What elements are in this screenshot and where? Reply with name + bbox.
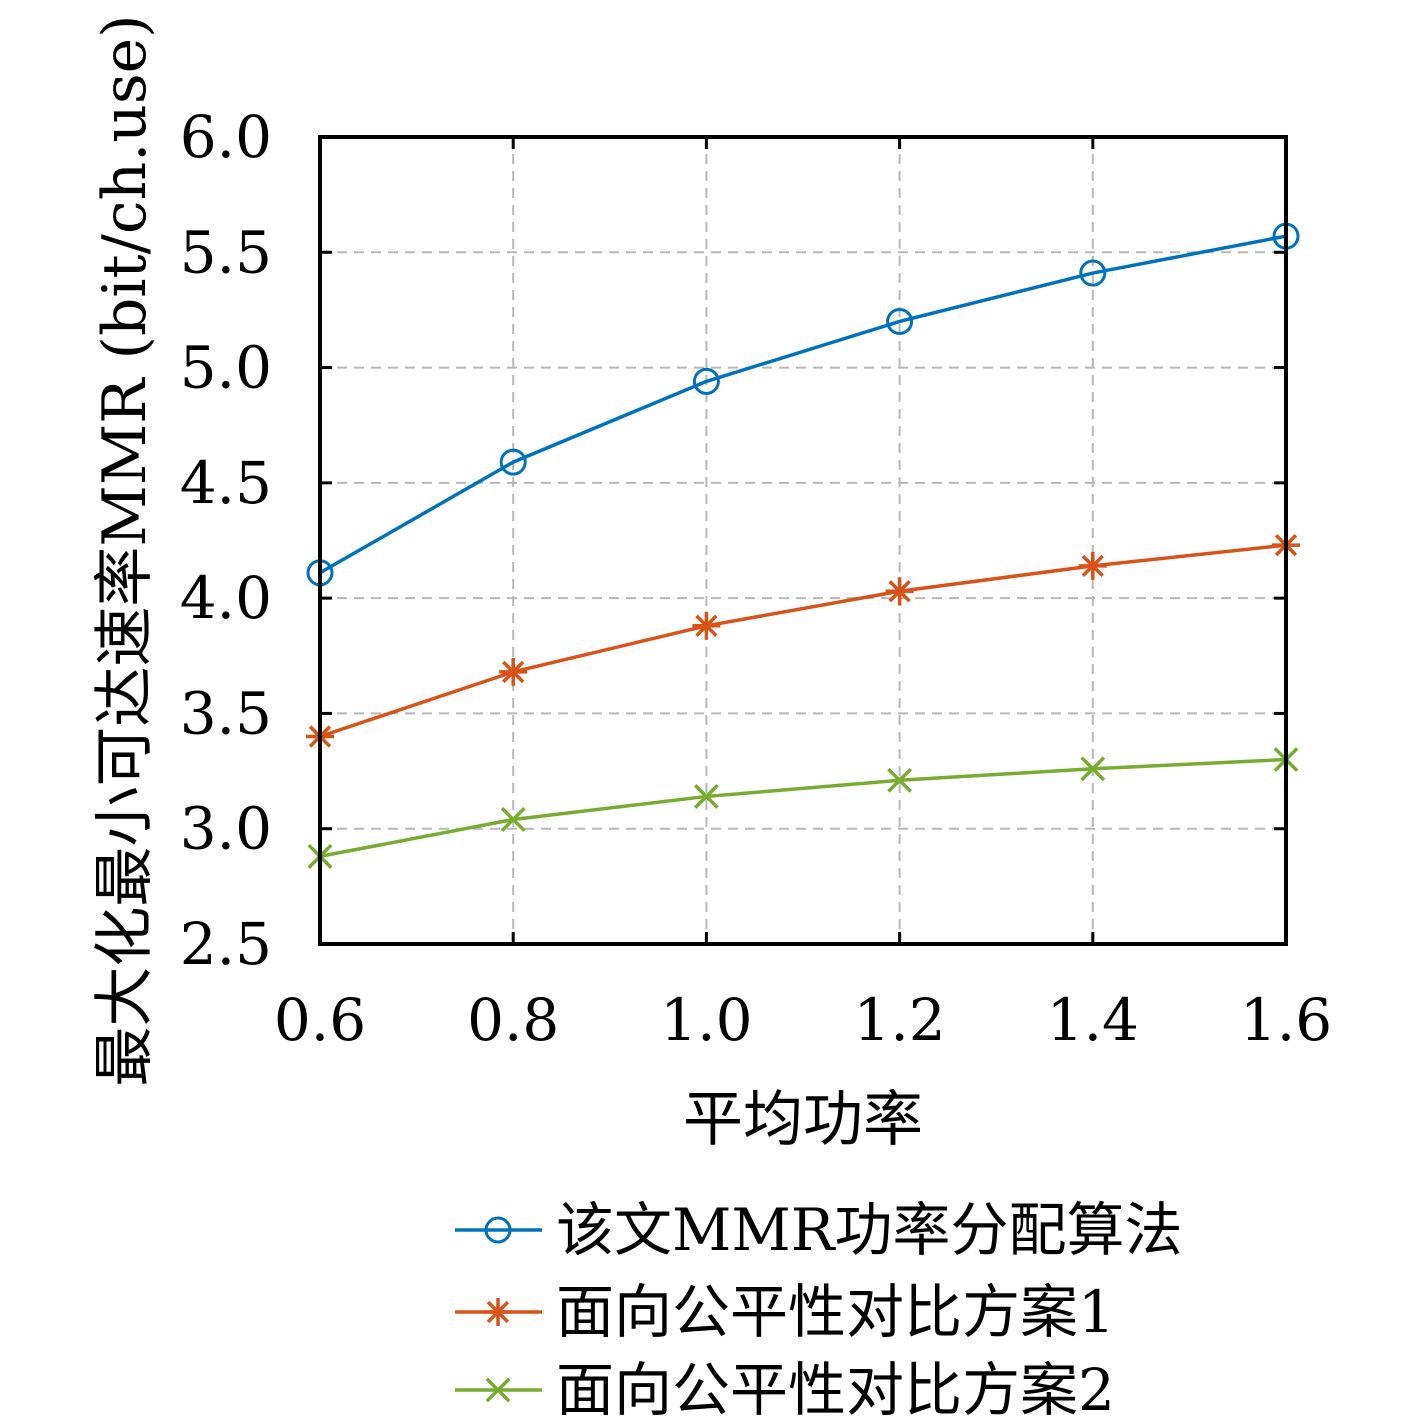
legend-label: 该文MMR功率分配算法 [556, 1196, 1182, 1264]
y-tick-label: 2.5 [180, 910, 272, 978]
y-tick-label: 3.0 [180, 795, 272, 863]
marker-cross [1080, 756, 1106, 782]
marker-cross [500, 807, 526, 832]
marker-asterisk [885, 577, 914, 606]
marker-circle [484, 1216, 512, 1244]
legend-item-2: 面向公平性对比方案1 [455, 1278, 1115, 1346]
x-tick-label: 0.6 [274, 986, 366, 1054]
x-tick-label: 1.6 [1240, 986, 1332, 1054]
marker-asterisk [692, 611, 721, 640]
legend-label: 面向公平性对比方案1 [556, 1278, 1115, 1346]
plot-frame [318, 135, 1288, 946]
legend-item-3: 面向公平性对比方案2 [455, 1356, 1115, 1417]
y-tick-label: 4.0 [180, 564, 272, 632]
y-tick-label: 4.5 [180, 449, 272, 517]
x-tick-label: 0.8 [467, 986, 559, 1054]
series-line [319, 543, 1287, 739]
tick-marks [318, 135, 1288, 946]
marker-circle [886, 307, 914, 335]
series-line [319, 234, 1287, 575]
series-3 [307, 747, 1299, 869]
marker-circle [692, 367, 720, 395]
legend-item-1: 该文MMR功率分配算法 [455, 1196, 1182, 1264]
x-tick-labels: 0.6 0.8 1.0 1.2 1.4 1.6 [274, 986, 1332, 1054]
series-1 [306, 222, 1300, 587]
y-tick-label: 3.5 [180, 679, 272, 747]
y-tick-label: 5.0 [180, 334, 272, 402]
x-tick-label: 1.4 [1047, 986, 1139, 1054]
y-axis-label: 最大化最小可达速率MMR (bit/ch.use) [90, 14, 160, 1086]
marker-asterisk [499, 657, 528, 686]
marker-circle [1079, 259, 1107, 287]
y-tick-label: 5.5 [180, 218, 272, 286]
marker-cross [887, 767, 913, 793]
y-tick-label: 6.0 [180, 103, 272, 171]
series-2 [306, 531, 1300, 751]
marker-cross [693, 783, 719, 809]
legend-label: 面向公平性对比方案2 [556, 1356, 1115, 1417]
x-tick-label: 1.2 [853, 986, 945, 1054]
marker-asterisk [484, 1298, 512, 1326]
x-axis-label: 平均功率 [683, 1085, 923, 1155]
marker-asterisk [1078, 551, 1107, 580]
x-tick-label: 1.0 [660, 986, 752, 1054]
marker-circle [499, 448, 527, 476]
marker-cross [485, 1377, 511, 1403]
y-tick-labels: 2.5 3.0 3.5 4.0 4.5 5.0 5.5 6.0 [180, 103, 272, 978]
series-layer [306, 222, 1300, 869]
grid [320, 137, 1286, 944]
series-line [319, 757, 1287, 859]
